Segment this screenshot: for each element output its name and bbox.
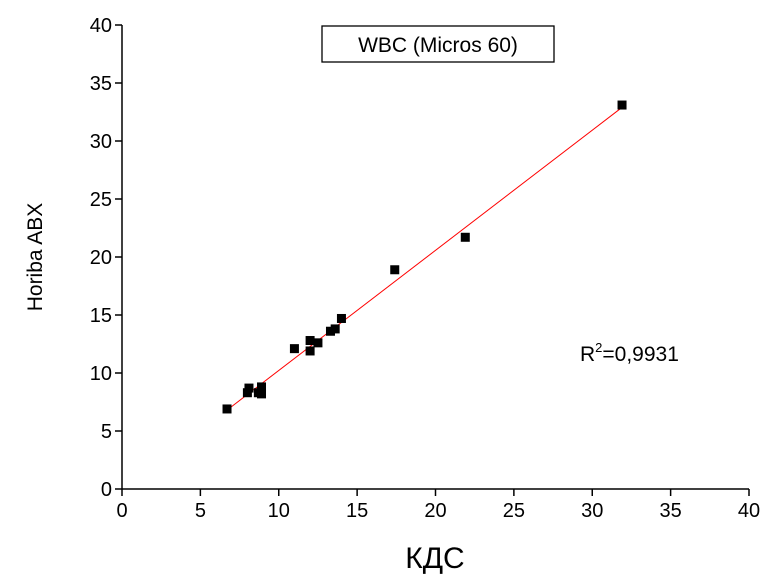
x-tick-label: 15: [346, 500, 368, 522]
y-tick-label: 10: [90, 363, 112, 385]
x-tick-label: 25: [503, 500, 525, 522]
x-tick-label: 30: [581, 500, 603, 522]
point: [289, 344, 299, 354]
x-axis-label: КДС: [405, 542, 464, 575]
y-tick-label: 25: [90, 189, 112, 211]
x-tick-label: 0: [116, 500, 127, 522]
point: [257, 389, 267, 399]
annotation-base: R: [580, 343, 595, 366]
y-tick-label: 35: [90, 73, 112, 95]
point: [617, 100, 627, 110]
y-tick-label: 30: [90, 131, 112, 153]
point: [336, 313, 346, 323]
fit-line: [226, 105, 624, 411]
y-axis-label: Horiba ABX: [24, 203, 47, 312]
annotation: R2=0,9931: [580, 340, 679, 366]
point: [242, 388, 252, 398]
point: [257, 382, 267, 392]
x-tick-label: 35: [660, 500, 682, 522]
point: [305, 336, 315, 346]
annotation-rest: =0,9931: [602, 343, 679, 366]
x-tick-label: 40: [738, 500, 760, 522]
point: [460, 232, 470, 242]
point: [325, 326, 335, 336]
point: [330, 324, 340, 334]
y-tick-label: 15: [90, 305, 112, 327]
chart-title: WBC (Micros 60): [358, 34, 518, 57]
point: [390, 265, 400, 275]
point: [244, 383, 254, 393]
y-tick-label: 0: [101, 479, 112, 501]
point: [313, 338, 323, 348]
point: [305, 346, 315, 356]
y-tick-label: 5: [101, 421, 112, 443]
y-tick-label: 40: [90, 15, 112, 37]
point: [222, 404, 232, 414]
x-tick-label: 10: [268, 500, 290, 522]
title-box: [321, 25, 555, 63]
annotation-sup: 2: [595, 340, 602, 355]
y-tick-label: 20: [90, 247, 112, 269]
x-tick-label: 5: [195, 500, 206, 522]
x-tick-label: 20: [424, 500, 446, 522]
